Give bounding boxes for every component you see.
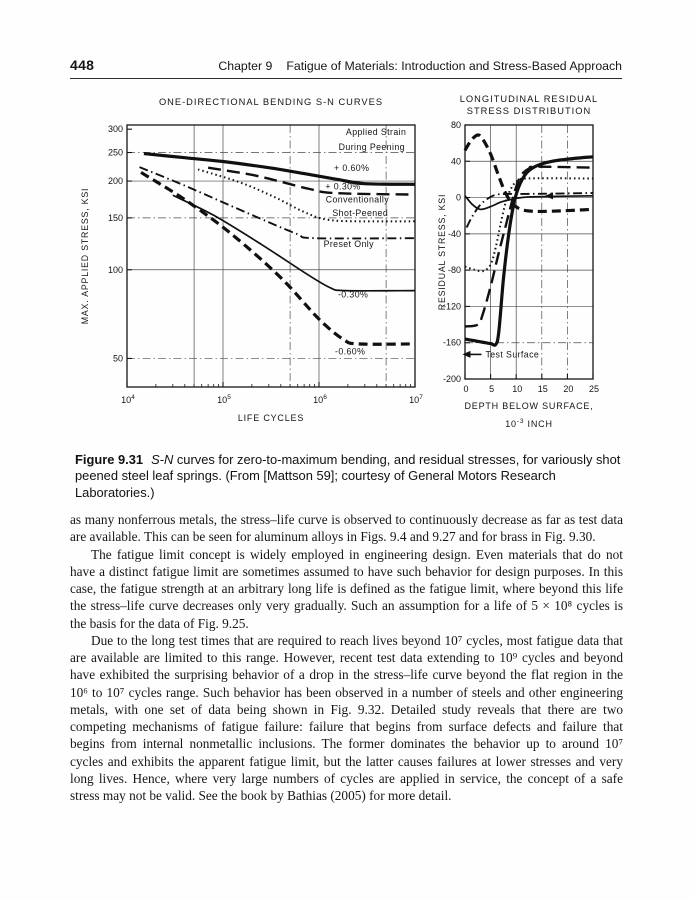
y-tick-label: -40 (448, 229, 461, 239)
chart-title-line2: STRESS DISTRIBUTION (467, 106, 591, 116)
curve-label: -0.60% (335, 347, 365, 357)
y-tick-label: -80 (448, 265, 461, 275)
left-arrow-icon (462, 350, 471, 358)
axis-ticks (126, 128, 416, 387)
series-solid (464, 194, 594, 211)
curve-label: -0.30% (338, 289, 368, 299)
y-axis-label: MAX. APPLIED STRESS, KSI (80, 188, 90, 325)
series-- 0.60% (140, 171, 416, 346)
y-tick-label: 300 (108, 124, 123, 134)
x-tick-label: 0 (463, 384, 468, 394)
x-tick-label: 104 (121, 394, 135, 405)
chart-title: ONE-DIRECTIONAL BENDING S-N CURVES (159, 97, 383, 107)
paragraph: Due to the long test times that are requ… (70, 632, 623, 803)
curve-label: Shot-Peened (332, 208, 388, 218)
sn-curves-chart: 104 105 106 107 300 250 200 150 100 50 Applied Str… (80, 97, 423, 423)
x-axis-label: LIFE CYCLES (238, 413, 304, 423)
caption-text: curves for zero-to-maximum bending, and … (75, 452, 621, 500)
body-text: as many nonferrous metals, the stress–li… (70, 511, 623, 804)
x-tick-label: 105 (217, 394, 231, 405)
series-solid-thick (464, 155, 594, 347)
x-tick-label: 25 (589, 384, 599, 394)
x-tick-label: 20 (563, 384, 573, 394)
y-tick-label: 150 (108, 213, 123, 223)
x-tick-label: 5 (489, 384, 494, 394)
series-+ 0.60% (143, 151, 416, 186)
series-dash-long (464, 165, 594, 328)
curve-label: During Peening (339, 142, 405, 152)
grid (127, 125, 415, 387)
y-tick-label: -200 (443, 374, 461, 384)
chapter-title: Fatigue of Materials: Introduction and S… (286, 59, 622, 73)
curve-label: + 0.60% (334, 163, 369, 173)
series-dash-heavy (463, 133, 594, 214)
figure-caption: Figure 9.31 S-N curves for zero-to-maximu… (75, 452, 624, 501)
figure-number: Figure 9.31 (75, 452, 144, 467)
chart-title: LONGITUDINAL RESIDUAL (460, 94, 598, 104)
y-tick-label: 80 (451, 120, 461, 130)
plot-frame (464, 124, 594, 380)
y-tick-label: 50 (113, 353, 123, 363)
plot-frame (126, 124, 416, 388)
paragraph: as many nonferrous metals, the stress–li… (70, 512, 623, 545)
curve-label: Applied Strain (346, 127, 406, 137)
y-tick-label: -120 (443, 301, 461, 311)
curve-label: Preset Only (324, 239, 375, 249)
header-rule (70, 78, 622, 79)
residual-stress-chart: 0 5 10 15 20 25 80 40 0 -40 -80 -120 -160 -200 Test Su… (437, 94, 599, 429)
page-number: 448 (70, 57, 95, 73)
y-axis-label: RESIDUAL STRESS, KSI (437, 194, 447, 310)
left-arrowhead-icon (545, 192, 554, 200)
page-header: 448 Chapter 9 Fatigue of Materials: Intro… (70, 57, 622, 73)
curve-label: + 0.30% (325, 182, 360, 192)
test-surface-label: Test Surface (485, 349, 539, 359)
y-tick-label: 250 (108, 148, 123, 158)
paragraph: The fatigue limit concept is widely empl… (70, 546, 623, 631)
series-dash-dot (465, 192, 594, 228)
x-tick-label: 106 (313, 394, 327, 405)
x-tick-label: 15 (538, 384, 548, 394)
curves (139, 151, 416, 346)
curve-label: Conventionally (326, 195, 390, 205)
y-tick-label: -160 (443, 338, 461, 348)
y-tick-label: 40 (451, 156, 461, 166)
x-axis-label: DEPTH BELOW SURFACE, (464, 401, 593, 411)
x-tick-label: 107 (409, 394, 423, 405)
y-tick-label: 100 (108, 265, 123, 275)
y-tick-label: 0 (456, 193, 461, 203)
x-axis-label-line2: 10-3 INCH (505, 418, 553, 429)
caption-italic-lead: S-N (151, 452, 174, 467)
series-dotted (464, 177, 594, 273)
series-+ 0.30% (207, 166, 416, 196)
series-- 0.30% (172, 194, 416, 292)
running-head: Chapter 9 Fatigue of Materials: Introduct… (218, 59, 622, 73)
y-tick-label: 200 (108, 176, 123, 186)
axis-ticks (464, 124, 594, 380)
series-Preset Only (139, 166, 416, 240)
chapter-label: Chapter 9 (218, 59, 273, 73)
x-tick-label: 10 (512, 384, 522, 394)
curves (463, 133, 594, 347)
